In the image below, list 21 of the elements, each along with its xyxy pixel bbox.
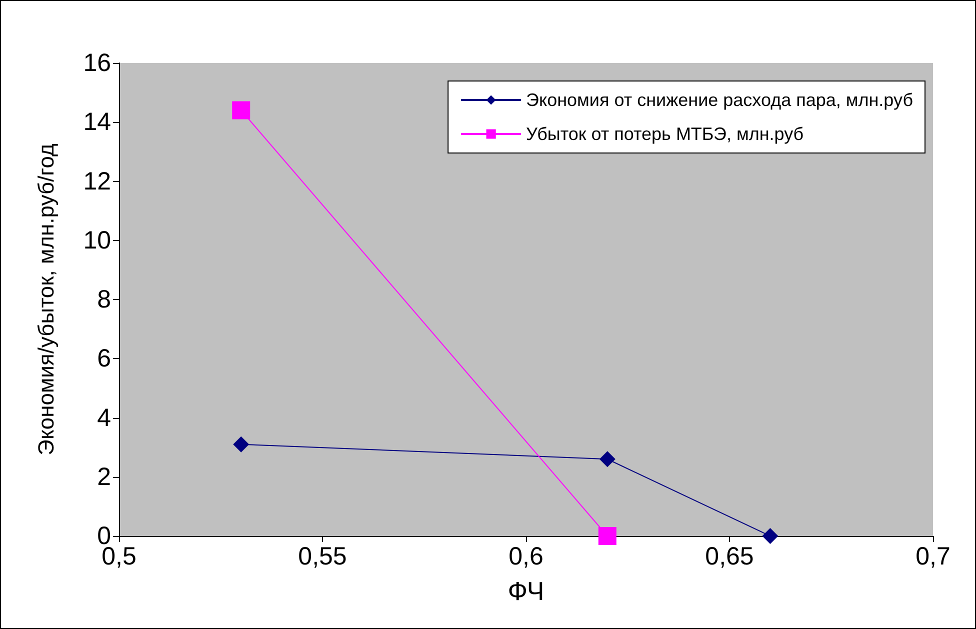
point bbox=[762, 528, 778, 544]
x-axis-title: ФЧ bbox=[508, 576, 544, 606]
y-tick-label: 6 bbox=[97, 344, 111, 373]
point bbox=[599, 451, 616, 468]
y-tick-label: 8 bbox=[97, 286, 111, 314]
x-tick-label: 0,7 bbox=[916, 542, 950, 570]
point bbox=[233, 436, 250, 452]
y-tick-label: 16 bbox=[83, 49, 111, 77]
x-tick-label: 0,65 bbox=[705, 542, 754, 570]
point bbox=[598, 527, 616, 545]
y-tick-label: 10 bbox=[83, 226, 111, 254]
y-tick-label: 2 bbox=[97, 462, 111, 491]
y-tick-label: 14 bbox=[83, 108, 112, 136]
legend-label: Убыток от потерь МТБЭ, млн.руб bbox=[526, 124, 804, 144]
x-tick-label: 0,6 bbox=[508, 542, 544, 570]
x-tick-label: 0,55 bbox=[298, 542, 347, 570]
legend-label: Экономия от снижение расхода пара, млн.руб bbox=[526, 90, 914, 110]
y-tick-label: 4 bbox=[97, 404, 112, 432]
point bbox=[232, 101, 250, 120]
y-axis-title: Экономия/убыток, млн.руб/год bbox=[34, 144, 58, 456]
y-tick-label: 12 bbox=[83, 167, 111, 196]
